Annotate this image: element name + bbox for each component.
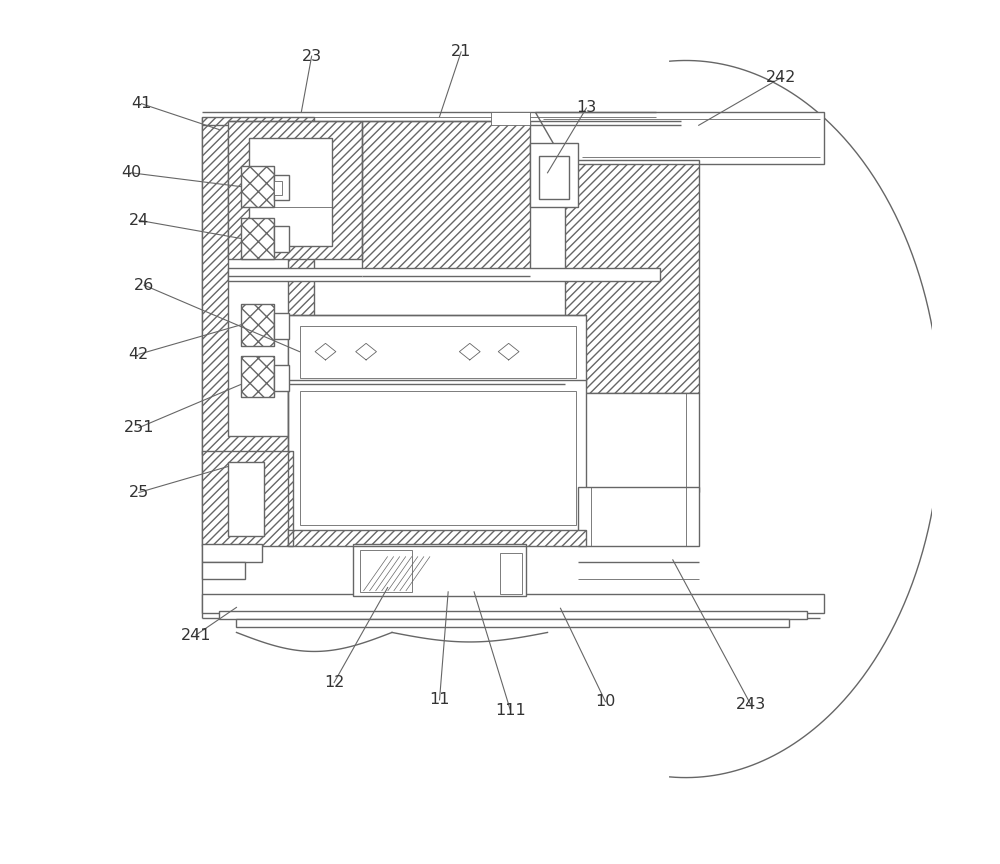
- Text: 111: 111: [495, 702, 526, 718]
- Bar: [288, 315, 586, 384]
- Text: 13: 13: [576, 100, 597, 116]
- Bar: [241, 166, 274, 207]
- Text: 41: 41: [131, 96, 152, 111]
- Bar: [288, 530, 586, 546]
- Text: 25: 25: [129, 485, 149, 500]
- Bar: [202, 544, 262, 562]
- Text: 26: 26: [134, 277, 154, 293]
- Bar: [202, 562, 245, 579]
- Bar: [300, 391, 576, 525]
- Bar: [202, 117, 314, 454]
- Bar: [202, 451, 293, 546]
- Bar: [274, 175, 289, 200]
- Text: 11: 11: [429, 692, 450, 708]
- Bar: [236, 619, 789, 627]
- Bar: [565, 160, 699, 393]
- Bar: [360, 550, 412, 592]
- Bar: [202, 451, 293, 546]
- Bar: [353, 544, 526, 596]
- Bar: [500, 553, 522, 594]
- Bar: [228, 268, 660, 281]
- Text: 241: 241: [181, 627, 211, 643]
- Bar: [241, 356, 274, 397]
- Bar: [202, 117, 314, 454]
- Text: 24: 24: [129, 213, 149, 228]
- Bar: [241, 218, 274, 259]
- Text: 42: 42: [129, 346, 149, 362]
- Bar: [288, 380, 586, 536]
- Bar: [578, 487, 699, 546]
- Bar: [274, 181, 282, 195]
- Bar: [228, 121, 362, 259]
- Bar: [362, 121, 530, 272]
- Bar: [565, 160, 699, 393]
- Bar: [228, 462, 264, 536]
- Bar: [241, 356, 274, 397]
- Bar: [274, 365, 289, 391]
- Text: 243: 243: [735, 696, 766, 712]
- Bar: [565, 393, 699, 492]
- Bar: [241, 166, 274, 207]
- Bar: [362, 121, 530, 272]
- Bar: [249, 138, 332, 246]
- Bar: [300, 326, 576, 378]
- Text: 21: 21: [451, 44, 471, 60]
- Bar: [274, 226, 289, 252]
- Bar: [241, 304, 274, 346]
- Bar: [228, 121, 362, 259]
- Bar: [491, 112, 530, 125]
- Bar: [274, 313, 289, 339]
- Bar: [288, 530, 586, 546]
- Bar: [241, 304, 274, 346]
- Bar: [228, 134, 288, 436]
- Text: 10: 10: [595, 694, 616, 709]
- Text: 12: 12: [324, 675, 344, 690]
- Polygon shape: [202, 60, 941, 778]
- Text: 242: 242: [766, 70, 796, 86]
- Bar: [530, 143, 578, 207]
- Bar: [539, 156, 569, 199]
- Text: 251: 251: [124, 420, 154, 435]
- Bar: [241, 218, 274, 259]
- Text: 23: 23: [302, 48, 322, 64]
- Bar: [219, 611, 807, 619]
- Polygon shape: [535, 112, 824, 164]
- Text: 40: 40: [121, 165, 141, 181]
- Bar: [202, 594, 824, 613]
